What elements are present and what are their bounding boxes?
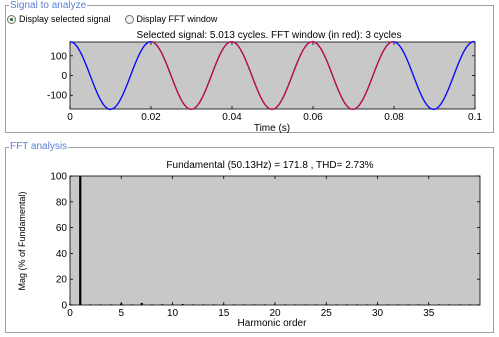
harmonic-bar bbox=[181, 304, 184, 305]
signal-xtick-label: 0.06 bbox=[303, 112, 323, 123]
harmonic-bar bbox=[396, 304, 400, 305]
harmonic-bar bbox=[79, 176, 82, 305]
radio-dot-unselected-icon[interactable] bbox=[124, 14, 134, 24]
harmonic-bar bbox=[161, 304, 164, 305]
harmonic-bar bbox=[366, 304, 369, 305]
harmonic-bar bbox=[294, 304, 297, 305]
harmonic-bar bbox=[232, 304, 236, 305]
fft-xtick-label: 30 bbox=[372, 308, 384, 319]
harmonic-bar bbox=[355, 304, 359, 305]
harmonic-bar bbox=[437, 304, 441, 305]
signal-plot-xlabel: Time (s) bbox=[254, 123, 290, 134]
signal-xtick-label: 0 bbox=[67, 112, 73, 123]
radio-dot-selected-icon[interactable] bbox=[7, 14, 16, 24]
signal-panel-title: Signal to analyze bbox=[9, 0, 88, 11]
harmonic-bar bbox=[314, 304, 318, 305]
fft-xtick-label: 5 bbox=[118, 308, 124, 319]
signal-xtick-label: 0.08 bbox=[384, 112, 404, 123]
harmonic-bar bbox=[386, 304, 389, 305]
display-selected-signal-label: Display selected signal bbox=[19, 14, 111, 24]
fft-ytick-label: 80 bbox=[56, 197, 68, 208]
fft-ytick-label: 0 bbox=[61, 301, 67, 312]
fft-ytick-label: 20 bbox=[56, 275, 68, 286]
harmonic-bar bbox=[99, 304, 102, 305]
fft-xtick-label: 0 bbox=[67, 308, 73, 319]
display-selected-signal-radio[interactable]: Display selected signal bbox=[7, 14, 111, 24]
harmonic-bar bbox=[304, 304, 307, 305]
harmonic-bar bbox=[448, 304, 451, 305]
signal-xtick-label: 0.04 bbox=[222, 112, 242, 123]
display-fft-window-radio[interactable]: Display FFT window bbox=[124, 14, 218, 24]
fft-xtick-label: 15 bbox=[218, 308, 230, 319]
signal-xtick-label: 0.02 bbox=[141, 112, 161, 123]
harmonic-bar bbox=[468, 304, 471, 305]
harmonic-bar bbox=[243, 304, 246, 305]
harmonic-bar bbox=[253, 304, 256, 305]
harmonic-bar bbox=[263, 304, 266, 305]
harmonic-bar bbox=[212, 304, 215, 305]
harmonic-bar bbox=[202, 304, 205, 305]
signal-xtick-label: 0.1 bbox=[468, 112, 482, 123]
fft-panel-title: FFT analysis bbox=[9, 141, 69, 152]
fft-bars bbox=[68, 176, 471, 305]
harmonic-bar bbox=[191, 304, 195, 305]
fft-xtick-label: 25 bbox=[321, 308, 333, 319]
fft-window-series-line bbox=[150, 40, 395, 111]
fft-ytick-label: 100 bbox=[50, 172, 67, 183]
harmonic-bar bbox=[458, 304, 461, 305]
harmonic-bar bbox=[345, 304, 348, 305]
harmonic-bar bbox=[171, 304, 174, 305]
harmonic-bar bbox=[140, 302, 143, 305]
fft-plot-xlabel: Harmonic order bbox=[238, 318, 308, 329]
harmonic-bar bbox=[427, 304, 430, 305]
signal-plot: Selected signal: 5.013 cycles. FFT windo… bbox=[47, 30, 482, 134]
fft-plot-title: Fundamental (50.13Hz) = 171.8 , THD= 2.7… bbox=[166, 160, 373, 171]
fft-ytick-label: 60 bbox=[56, 223, 68, 234]
fft-xtick-label: 35 bbox=[423, 308, 435, 319]
fft-xtick-label: 10 bbox=[167, 308, 179, 319]
harmonic-bar bbox=[335, 304, 338, 305]
fft-plot-axes bbox=[69, 175, 481, 306]
harmonic-bar bbox=[417, 304, 420, 305]
harmonic-bar bbox=[130, 304, 133, 305]
harmonic-bar bbox=[407, 304, 410, 305]
harmonic-bar bbox=[109, 304, 113, 305]
fft-ytick-label: 40 bbox=[56, 249, 68, 260]
harmonic-bar bbox=[325, 304, 328, 305]
harmonic-bar bbox=[68, 304, 72, 305]
fft-plot-ticks: 0 5 10 15 20 25 30 35 0 20 40 60 80 100 bbox=[50, 172, 480, 319]
harmonic-bar bbox=[222, 304, 225, 305]
fft-plot-ylabel: Mag (% of Fundamental) bbox=[17, 191, 27, 290]
harmonic-bar bbox=[273, 304, 277, 305]
signal-ytick-label: 100 bbox=[50, 51, 67, 62]
harmonic-bar bbox=[284, 304, 287, 305]
display-mode-radio-group: Display selected signal Display FFT wind… bbox=[7, 14, 217, 24]
harmonic-bar bbox=[89, 304, 92, 305]
harmonic-bar bbox=[376, 304, 379, 305]
harmonic-bar bbox=[150, 304, 154, 305]
signal-ytick-label: -100 bbox=[47, 91, 67, 102]
signal-ytick-label: 0 bbox=[61, 71, 67, 82]
display-fft-window-label: Display FFT window bbox=[136, 14, 218, 24]
signal-plot-title: Selected signal: 5.013 cycles. FFT windo… bbox=[137, 30, 402, 41]
harmonic-bar bbox=[120, 303, 123, 305]
fft-xtick-label: 20 bbox=[269, 308, 281, 319]
